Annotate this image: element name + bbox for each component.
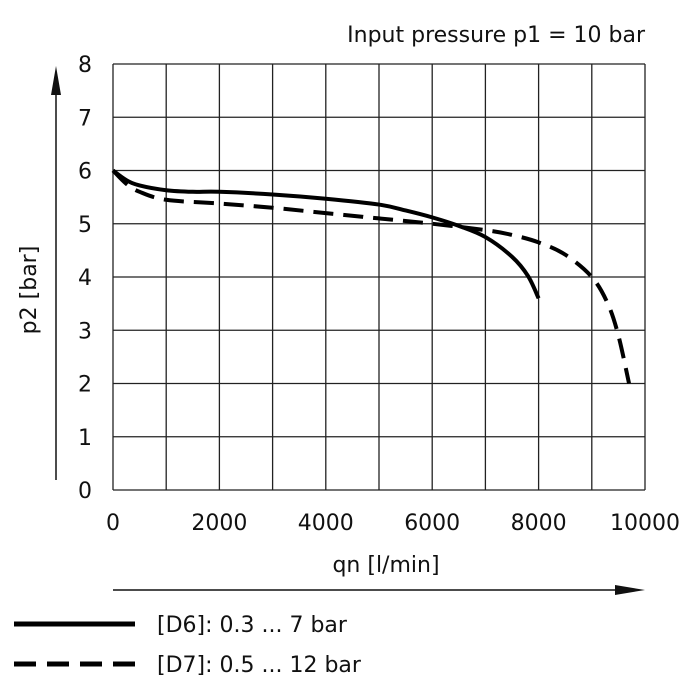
legend: [D6]: 0.3 ... 7 bar [D7]: 0.5 ... 12 bar (14, 613, 362, 678)
x-ticks: 0 2000 4000 6000 8000 10000 (106, 511, 680, 536)
y-tick-label: 5 (78, 213, 92, 238)
x-tick-label: 4000 (298, 511, 354, 536)
x-axis-arrowhead (615, 585, 645, 595)
y-axis-label: p2 [bar] (17, 246, 42, 335)
y-tick-label: 0 (78, 479, 92, 504)
y-ticks: 0 1 2 3 4 5 6 7 8 (78, 53, 92, 504)
x-tick-label: 6000 (404, 511, 460, 536)
x-tick-label: 10000 (610, 511, 680, 536)
y-tick-label: 2 (78, 373, 92, 398)
y-tick-label: 7 (78, 106, 92, 131)
x-tick-label: 0 (106, 511, 120, 536)
x-axis-label: qn [l/min] (332, 553, 439, 578)
series-lines (111, 168, 631, 384)
legend-label-d6: [D6]: 0.3 ... 7 bar (157, 613, 348, 638)
y-tick-label: 3 (78, 319, 92, 344)
annotation-input-pressure: Input pressure p1 = 10 bar (347, 23, 646, 48)
y-tick-label: 4 (78, 266, 92, 291)
y-tick-label: 8 (78, 53, 92, 78)
y-tick-label: 1 (78, 426, 92, 451)
legend-label-d7: [D7]: 0.5 ... 12 bar (157, 653, 362, 678)
series-line-d6 (111, 168, 541, 300)
grid (112, 63, 646, 491)
series-line-d7 (111, 169, 631, 384)
x-tick-label: 2000 (191, 511, 247, 536)
y-axis-arrowhead (51, 66, 61, 95)
x-tick-label: 8000 (511, 511, 567, 536)
y-tick-label: 6 (78, 160, 92, 185)
